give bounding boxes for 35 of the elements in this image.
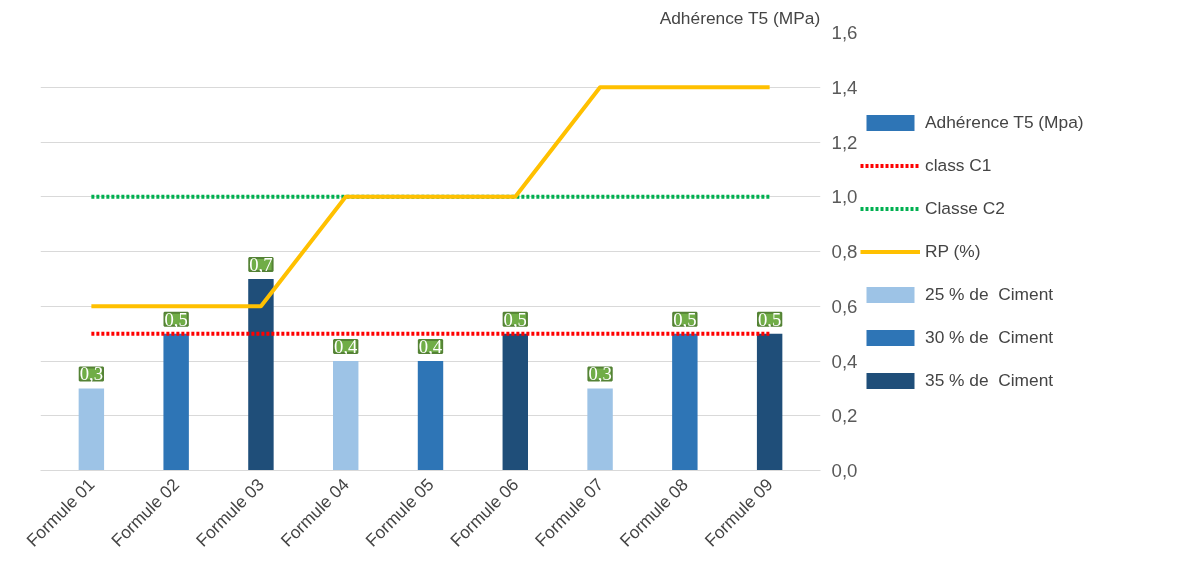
- data-label: 0,3: [588, 363, 612, 385]
- y-tick-label: 0,0: [831, 460, 858, 481]
- y-tick-label: 1,2: [831, 131, 858, 153]
- legend-label: 25 % de Ciment: [925, 283, 1054, 305]
- data-label: 0,3: [79, 363, 104, 385]
- legend-label: Adhérence T5 (Mpa): [925, 111, 1084, 133]
- legend-label: 30 % de Ciment: [925, 326, 1054, 348]
- y-tick-label: 1,6: [831, 22, 858, 43]
- bar: [587, 388, 613, 471]
- bar: [672, 333, 698, 471]
- legend-label: RP (%): [925, 240, 982, 262]
- bar: [502, 333, 528, 471]
- data-label: 0,5: [673, 308, 697, 330]
- data-label: 0,4: [418, 336, 443, 357]
- data-label: 0,5: [164, 308, 188, 330]
- y-tick-label: 0,2: [831, 405, 858, 427]
- y-tick-label: 1,0: [831, 186, 858, 208]
- bar: [248, 278, 274, 471]
- legend-label: 35 % de Ciment: [925, 369, 1054, 391]
- legend-label: class C1: [925, 154, 993, 176]
- y-tick-label: 0,8: [831, 241, 858, 262]
- data-label: 0,5: [757, 308, 782, 330]
- y-axis-title: Adhérence T5 (MPa): [659, 7, 821, 28]
- data-label: 0,4: [334, 336, 359, 357]
- bar: [78, 388, 105, 471]
- y-tick-label: 0,4: [831, 350, 858, 372]
- legend-label: Classe C2: [925, 197, 1005, 219]
- data-label: 0,7: [249, 253, 273, 275]
- data-label: 0,5: [503, 308, 527, 330]
- bar: [417, 361, 444, 471]
- y-tick-label: 0,6: [831, 295, 858, 317]
- bar: [756, 333, 783, 471]
- bar: [333, 361, 359, 471]
- y-tick-label: 1,4: [831, 76, 858, 98]
- bar: [163, 333, 189, 471]
